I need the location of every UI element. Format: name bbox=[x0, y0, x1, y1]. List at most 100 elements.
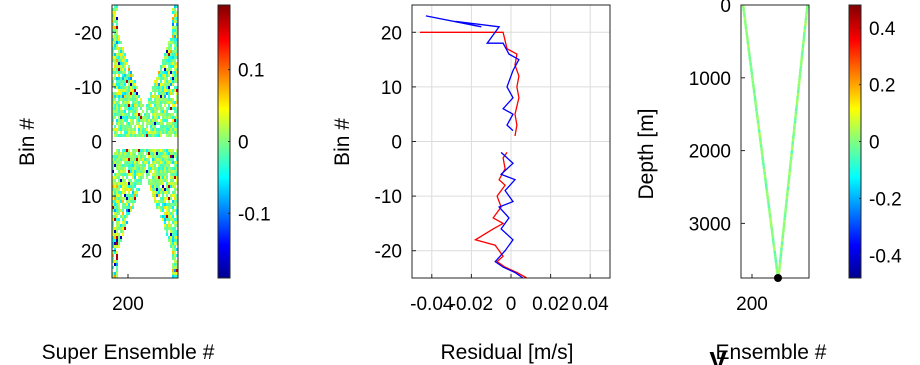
heatmap-cell bbox=[158, 83, 160, 86]
heatmap-cell bbox=[772, 244, 776, 248]
heatmap-cell bbox=[172, 194, 174, 197]
heatmap-cell bbox=[166, 74, 168, 77]
heatmap-cell bbox=[176, 218, 178, 221]
heatmap-cell bbox=[134, 113, 136, 116]
heatmap-cell bbox=[126, 122, 128, 125]
heatmap-cell bbox=[757, 126, 761, 130]
heatmap-cell bbox=[120, 110, 122, 113]
heatmap-cell bbox=[784, 208, 787, 212]
heatmap-cell bbox=[130, 128, 132, 131]
heatmap-cell bbox=[801, 44, 805, 48]
heatmap-cell bbox=[116, 38, 118, 41]
heatmap-cell bbox=[779, 250, 783, 254]
heatmap-cell bbox=[118, 101, 120, 104]
heatmap-cell bbox=[116, 263, 118, 266]
heatmap-cell bbox=[162, 122, 164, 125]
heatmap-cell bbox=[132, 206, 134, 209]
heatmap-cell bbox=[166, 191, 168, 194]
heatmap-cell bbox=[768, 208, 771, 212]
heatmap-cell bbox=[168, 92, 170, 95]
heatmap-cell bbox=[112, 8, 114, 11]
heatmap-cell bbox=[128, 71, 130, 74]
heatmap-cell bbox=[134, 200, 136, 203]
heatmap-cell bbox=[168, 131, 170, 134]
heatmap-cell bbox=[122, 119, 124, 122]
heatmap-cell bbox=[128, 167, 130, 170]
heatmap-cell bbox=[162, 71, 164, 74]
heatmap-cell bbox=[124, 215, 126, 218]
heatmap-cell bbox=[124, 173, 126, 176]
heatmap-cell bbox=[160, 134, 162, 137]
heatmap-cell bbox=[124, 101, 126, 104]
heatmap-cell bbox=[804, 23, 807, 27]
heatmap-cell bbox=[747, 44, 750, 48]
heatmap-cell bbox=[122, 53, 124, 56]
heatmap-cell bbox=[128, 179, 130, 182]
heatmap-cell bbox=[134, 158, 136, 161]
heatmap-cell bbox=[743, 14, 746, 18]
heatmap-cell bbox=[763, 171, 766, 175]
heatmap-cell bbox=[136, 116, 138, 119]
heatmap-cell bbox=[166, 83, 168, 86]
heatmap-cell bbox=[146, 131, 148, 134]
heatmap-cell bbox=[136, 164, 138, 167]
heatmap-cell bbox=[116, 230, 118, 233]
heatmap-cell bbox=[166, 233, 168, 236]
heatmap-cell bbox=[122, 230, 124, 233]
heatmap-cell bbox=[126, 104, 128, 107]
heatmap-cell bbox=[134, 155, 136, 158]
heatmap-cell bbox=[172, 221, 174, 224]
heatmap-cell bbox=[118, 242, 120, 245]
heatmap-cell bbox=[160, 176, 162, 179]
heatmap-cell bbox=[160, 119, 162, 122]
heatmap-cell bbox=[150, 170, 152, 173]
heatmap-cell bbox=[156, 194, 158, 197]
heatmap-cell bbox=[122, 200, 124, 203]
heatmap-cell bbox=[126, 80, 128, 83]
heatmap-cell bbox=[132, 110, 134, 113]
heatmap-cell bbox=[166, 203, 168, 206]
heatmap-cell bbox=[780, 241, 784, 245]
heatmap-cell bbox=[124, 80, 126, 83]
heatmap-cell bbox=[172, 182, 174, 185]
heatmap-cell bbox=[156, 173, 158, 176]
heatmap-cell bbox=[176, 113, 178, 116]
heatmap-cell bbox=[743, 17, 747, 21]
heatmap-cell bbox=[781, 238, 784, 242]
heatmap-cell bbox=[164, 74, 166, 77]
heatmap-cell bbox=[142, 173, 144, 176]
heatmap-cell bbox=[156, 158, 158, 161]
heatmap-cell bbox=[158, 131, 160, 134]
heatmap-cell bbox=[174, 50, 176, 53]
heatmap-cell bbox=[176, 182, 178, 185]
heatmap-cell bbox=[166, 149, 168, 152]
heatmap-cell bbox=[176, 236, 178, 239]
heatmap-cell bbox=[120, 191, 122, 194]
heatmap-cell bbox=[158, 152, 160, 155]
heatmap-cell bbox=[172, 128, 174, 131]
heatmap-cell bbox=[122, 188, 124, 191]
heatmap-cell bbox=[170, 101, 172, 104]
heatmap-cell bbox=[118, 59, 120, 62]
heatmap-cell bbox=[146, 149, 148, 152]
heatmap-cell bbox=[170, 83, 172, 86]
heatmap-cell bbox=[775, 265, 778, 269]
heatmap-cell bbox=[114, 161, 116, 164]
heatmap-cell bbox=[160, 128, 162, 131]
heatmap-cell bbox=[124, 110, 126, 113]
heatmap-cell bbox=[765, 190, 769, 194]
heatmap-cell bbox=[164, 149, 166, 152]
heatmap-cell bbox=[118, 56, 120, 59]
heatmap-cell bbox=[112, 20, 114, 23]
heatmap-cell bbox=[134, 98, 136, 101]
heatmap-cell bbox=[128, 116, 130, 119]
heatmap-cell bbox=[124, 227, 126, 230]
heatmap-cell bbox=[142, 164, 144, 167]
heatmap-cell bbox=[142, 131, 144, 134]
heatmap-cell bbox=[174, 65, 176, 68]
heatmap-cell bbox=[152, 116, 154, 119]
heatmap-cell bbox=[158, 101, 160, 104]
heatmap-cell bbox=[116, 236, 118, 239]
heatmap-cell bbox=[118, 128, 120, 131]
